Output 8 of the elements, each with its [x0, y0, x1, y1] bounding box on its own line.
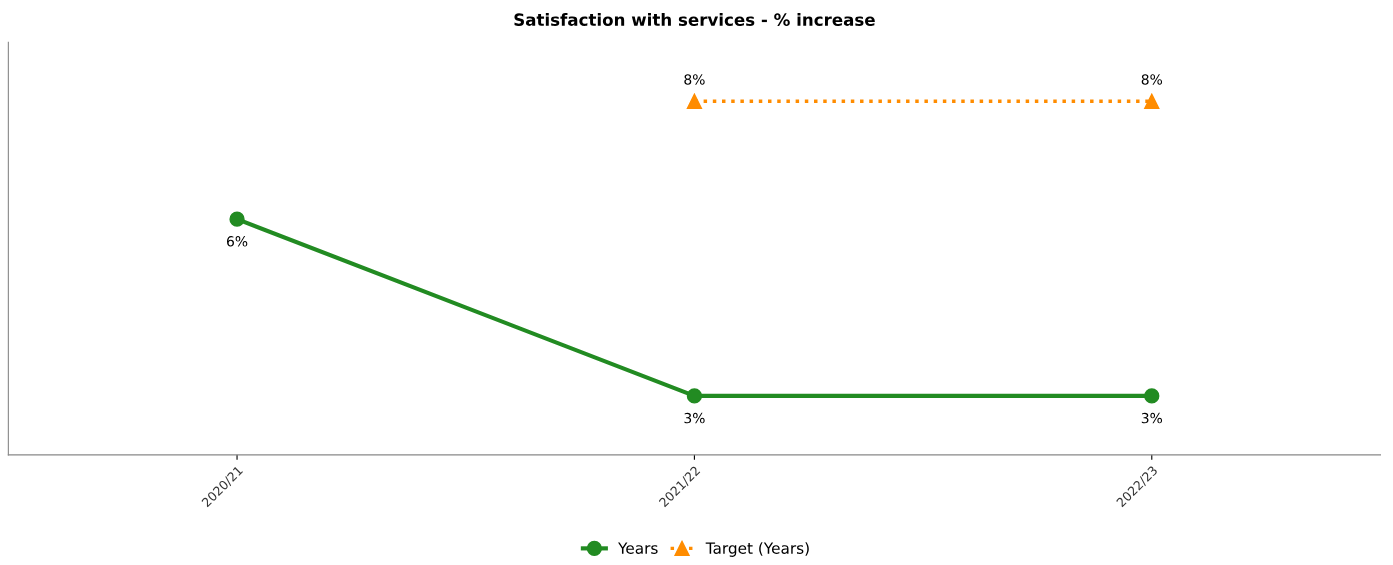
data-label: 8% — [684, 74, 705, 85]
chart-title: Satisfaction with services - % increase — [514, 13, 875, 26]
data-label: 3% — [684, 412, 705, 424]
legend-label: Target (Years) — [705, 542, 809, 557]
data-label: 3% — [1141, 412, 1163, 424]
data-label: 6% — [227, 236, 248, 247]
data-label: 8% — [1141, 74, 1163, 85]
legend-label: Years — [618, 542, 658, 554]
